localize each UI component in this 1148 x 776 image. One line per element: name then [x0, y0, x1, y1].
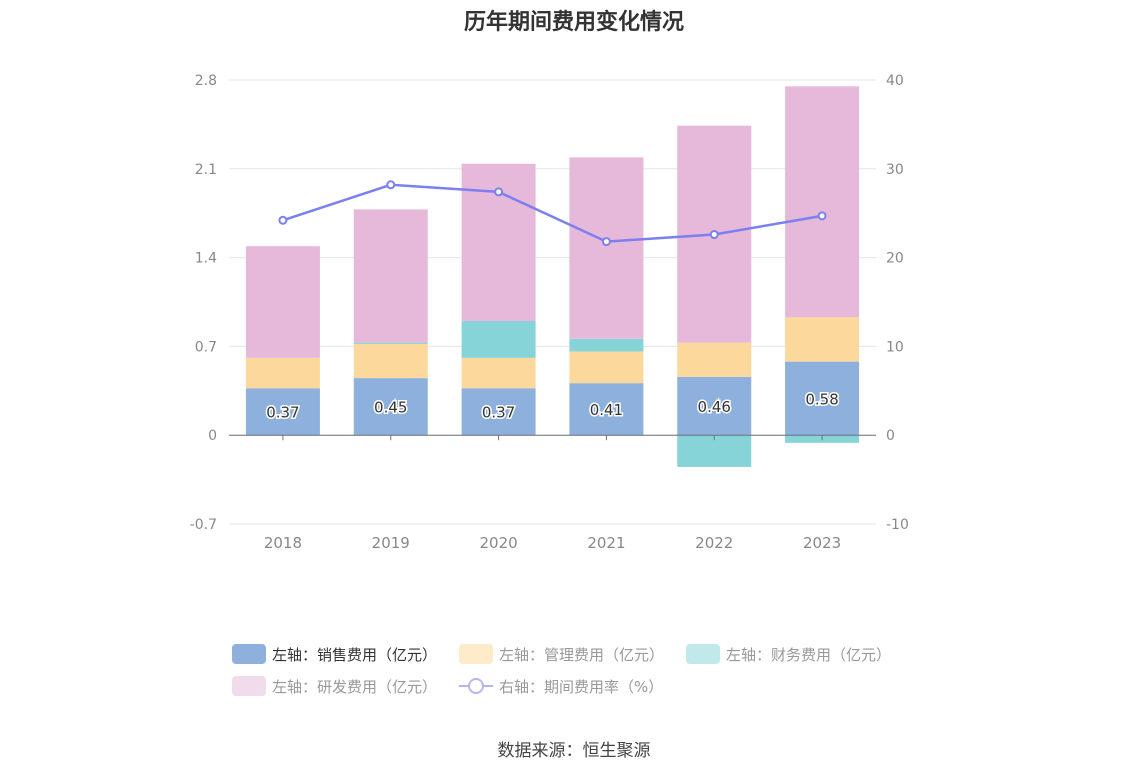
- rate-point-2018: [278, 215, 288, 225]
- rate-point-2022: [709, 230, 719, 240]
- legend-item-finance[interactable]: 左轴：财务费用（亿元）: [686, 644, 891, 665]
- bar-3-2018: [245, 246, 320, 358]
- chart-title: 历年期间费用变化情况: [463, 10, 684, 35]
- right-tick-label-5: 40: [886, 73, 904, 89]
- bar-2-2022: [677, 435, 752, 467]
- right-tick-label-2: 10: [886, 339, 904, 355]
- bar-0-2020: [461, 388, 536, 436]
- data-label-2018: 0.37: [266, 404, 299, 422]
- rate-point-2019: [386, 180, 396, 190]
- bar-0-2023: [785, 361, 860, 436]
- legend-swatch-rd: [232, 676, 266, 696]
- legend-swatch-admin: [459, 644, 494, 664]
- bar-0-2019: [353, 378, 428, 436]
- legend-item-rate[interactable]: 右轴：期间费用率（%）: [459, 676, 663, 697]
- legend-item-sales[interactable]: 左轴：销售费用（亿元）: [232, 644, 437, 665]
- bar-1-2023: [785, 317, 860, 362]
- left-tick-label-5: 2.8: [195, 73, 217, 89]
- x-tick-label-2022: 2022: [695, 534, 733, 552]
- data-source: 数据来源：恒生聚源: [497, 741, 651, 761]
- rate-line: [282, 183, 823, 243]
- legend-label-admin: 左轴：管理费用（亿元）: [499, 645, 665, 664]
- bar-0-2021: [569, 383, 644, 436]
- right-tick-label-4: 30: [886, 162, 904, 178]
- bar-0-2022: [677, 376, 752, 436]
- rate-point-2020: [494, 187, 504, 197]
- bar-2-2020: [461, 321, 536, 358]
- bar-3-2023: [785, 86, 860, 318]
- right-tick-label-1: 0: [886, 428, 895, 444]
- left-tick-label-1: 0: [208, 428, 217, 444]
- legend-label-finance: 左轴：财务费用（亿元）: [726, 645, 892, 664]
- data-label-2023: 0.58: [805, 390, 838, 408]
- data-label-2021: 0.41: [590, 401, 623, 419]
- legend-label-sales: 左轴：销售费用（亿元）: [272, 645, 438, 664]
- bar-1-2021: [569, 351, 644, 384]
- legend-row-1: 左轴：销售费用（亿元） 左轴：管理费用（亿元） 左轴：财务费用（亿元）: [232, 638, 932, 670]
- bar-0-2018: [245, 388, 320, 436]
- legend-swatch-finance: [686, 644, 721, 664]
- x-tick-label-2023: 2023: [803, 534, 841, 552]
- bar-1-2019: [353, 343, 428, 379]
- bar-3-2019: [353, 209, 428, 343]
- legend-label-rd: 左轴：研发费用（亿元）: [272, 677, 438, 696]
- x-tick-label-2020: 2020: [479, 534, 517, 552]
- x-tick-label-2019: 2019: [372, 534, 410, 552]
- bar-2-2019: [353, 342, 428, 344]
- data-label-2019: 0.45: [374, 399, 407, 417]
- bar-1-2020: [461, 357, 536, 389]
- chart-legend[interactable]: 左轴：销售费用（亿元） 左轴：管理费用（亿元） 左轴：财务费用（亿元） 左轴：研…: [232, 638, 932, 702]
- left-tick-label-2: 0.7: [195, 339, 217, 355]
- bar-3-2021: [569, 157, 644, 339]
- right-tick-label-3: 20: [886, 251, 904, 267]
- rate-point-2023: [817, 211, 827, 221]
- legend-item-rd[interactable]: 左轴：研发费用（亿元）: [232, 676, 437, 697]
- bar-2-2021: [569, 338, 644, 352]
- rate-point-2021: [601, 237, 611, 247]
- legend-row-2: 左轴：研发费用（亿元） 右轴：期间费用率（%）: [232, 670, 932, 702]
- bar-1-2022: [677, 342, 752, 377]
- x-tick-label-2018: 2018: [264, 534, 302, 552]
- legend-swatch-rate: [459, 676, 494, 696]
- legend-item-admin[interactable]: 左轴：管理费用（亿元）: [459, 644, 664, 665]
- left-tick-label-3: 1.4: [195, 251, 217, 267]
- right-tick-label-0: -10: [886, 517, 909, 533]
- bar-1-2018: [245, 357, 320, 389]
- legend-label-rate: 右轴：期间费用率（%）: [499, 677, 664, 696]
- data-label-2020: 0.37: [482, 404, 515, 422]
- x-tick-label-2021: 2021: [587, 534, 625, 552]
- data-label-2022: 0.46: [698, 398, 731, 416]
- left-tick-label-0: -0.7: [190, 517, 217, 533]
- bar-3-2020: [461, 163, 536, 322]
- legend-swatch-sales: [232, 644, 266, 664]
- left-tick-label-4: 2.1: [195, 162, 217, 178]
